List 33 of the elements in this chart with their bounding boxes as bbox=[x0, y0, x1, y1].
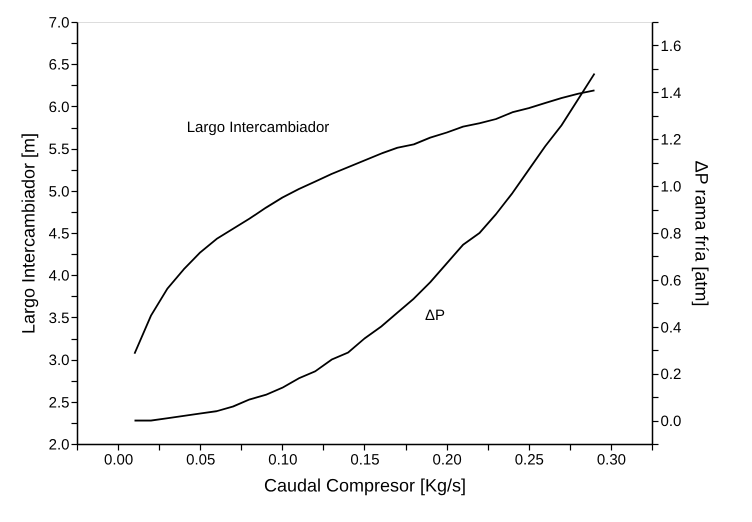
x-axis-title: Caudal Compresor [Kg/s] bbox=[264, 476, 466, 496]
x-tick-label: 0.25 bbox=[514, 452, 544, 468]
y2-tick-label: 0.4 bbox=[660, 319, 682, 336]
y-tick-label: 3.0 bbox=[48, 352, 70, 370]
y-tick-label: 6.0 bbox=[48, 98, 70, 116]
y2-tick-label: 1.6 bbox=[660, 38, 682, 55]
y2-tick-label: 0.8 bbox=[660, 226, 682, 242]
y-tick-label: 7.0 bbox=[48, 14, 70, 32]
y2-tick-label: 0.0 bbox=[660, 413, 682, 430]
line-series bbox=[134, 72, 596, 422]
x-tick-label: 0.05 bbox=[186, 452, 216, 468]
y2-tick-label: 1.2 bbox=[660, 132, 682, 149]
y2-tick-label: 0.6 bbox=[660, 272, 682, 290]
x-tick-label: 0.15 bbox=[350, 452, 380, 468]
annotation: Largo Intercambiador bbox=[186, 119, 330, 136]
y-tick-label: 2.5 bbox=[48, 394, 70, 412]
y-tick-label: 4.5 bbox=[48, 226, 70, 242]
x-tick-label: 0.30 bbox=[596, 452, 626, 468]
y2-axis-title: ΔP rama fría [atm] bbox=[691, 160, 712, 306]
y-tick-label: 5.0 bbox=[48, 183, 70, 200]
x-tick-label: 0.10 bbox=[268, 452, 298, 468]
annotation: ΔP bbox=[424, 307, 446, 324]
x-tick-label: 0.00 bbox=[104, 452, 134, 468]
y2-tick-label: 1.0 bbox=[660, 178, 682, 196]
y-tick-label: 4.0 bbox=[48, 268, 70, 285]
y2-tick-label: 0.2 bbox=[660, 366, 682, 384]
y-tick-label: 3.5 bbox=[48, 310, 70, 327]
y-tick-label: 5.5 bbox=[48, 141, 70, 158]
y2-tick-label: 1.4 bbox=[660, 84, 682, 102]
y-axis-title: Largo Intercambiador [m] bbox=[18, 132, 39, 334]
y-tick-label: 2.0 bbox=[48, 436, 70, 454]
y-tick-label: 6.5 bbox=[48, 56, 70, 74]
x-tick-label: 0.20 bbox=[432, 452, 462, 468]
